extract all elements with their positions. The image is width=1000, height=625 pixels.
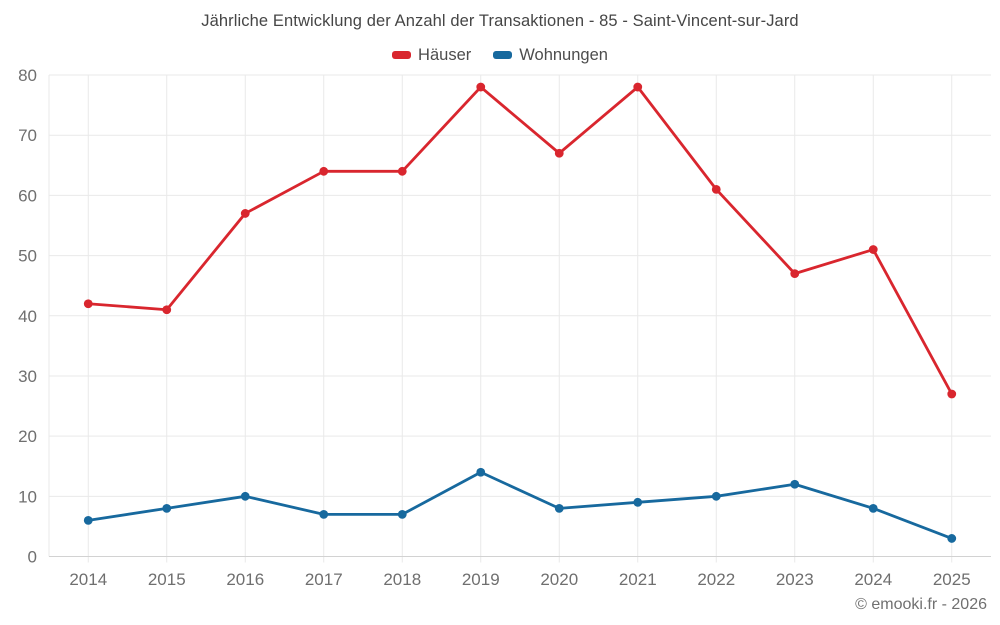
x-axis-tick-label: 2015 [148, 570, 186, 589]
x-axis-tick-label: 2020 [540, 570, 578, 589]
data-point[interactable] [633, 497, 643, 507]
x-axis-tick-label: 2017 [305, 570, 343, 589]
x-axis-tick-label: 2021 [619, 570, 657, 589]
data-point[interactable] [633, 82, 643, 92]
legend-label-haeuser: Häuser [418, 45, 472, 64]
y-axis-tick-label: 80 [18, 66, 37, 85]
x-axis-tick-label: 2025 [933, 570, 971, 589]
data-point[interactable] [947, 534, 957, 543]
data-point[interactable] [476, 82, 486, 92]
data-point[interactable] [319, 509, 329, 519]
haeuser-series-swatch-icon [392, 51, 412, 59]
x-axis-tick-label: 2023 [776, 570, 814, 589]
data-point[interactable] [790, 479, 800, 489]
data-point[interactable] [397, 509, 407, 519]
x-axis-tick-label: 2024 [854, 570, 892, 589]
legend-label-wohnungen: Wohnungen [519, 45, 608, 64]
x-axis-tick-label: 2019 [462, 570, 500, 589]
y-axis-tick-label: 70 [18, 126, 37, 145]
data-point[interactable] [711, 184, 721, 194]
data-point[interactable] [868, 245, 878, 254]
chart-title: Jährliche Entwicklung der Anzahl der Tra… [201, 12, 799, 30]
x-axis-tick-label: 2022 [697, 570, 735, 589]
data-point[interactable] [319, 166, 329, 176]
data-point[interactable] [162, 305, 172, 315]
data-point[interactable] [476, 467, 486, 477]
data-point[interactable] [554, 503, 564, 513]
data-point[interactable] [711, 491, 721, 501]
x-axis-tick-label: 2018 [383, 570, 421, 589]
y-axis-tick-label: 50 [18, 247, 37, 266]
data-point[interactable] [397, 166, 407, 176]
y-axis-tick-label: 20 [18, 427, 37, 446]
data-point[interactable] [554, 148, 564, 158]
data-point[interactable] [947, 389, 957, 399]
legend-item-wohnungen[interactable]: Wohnungen [493, 46, 608, 65]
y-axis-tick-label: 10 [18, 487, 37, 506]
series-line-haeuser [86, 85, 954, 396]
series-line-wohnungen [86, 470, 954, 540]
legend: Häuser Wohnungen [0, 45, 1000, 65]
data-point[interactable] [83, 299, 93, 309]
data-point[interactable] [868, 503, 878, 513]
y-axis-tick-label: 0 [28, 548, 37, 567]
data-point[interactable] [240, 491, 250, 501]
y-axis-tick-label: 60 [18, 186, 37, 205]
y-axis-tick-label: 40 [18, 307, 37, 326]
data-point[interactable] [790, 269, 800, 279]
x-axis-tick-label: 2014 [69, 570, 107, 589]
data-point[interactable] [162, 503, 172, 513]
copyright-text: © emooki.fr - 2026 [855, 596, 987, 613]
legend-item-haeuser[interactable]: Häuser [392, 46, 471, 65]
x-axis-tick-label: 2016 [226, 570, 264, 589]
data-point[interactable] [83, 515, 93, 525]
data-point[interactable] [240, 209, 250, 218]
y-axis-tick-label: 30 [18, 367, 37, 386]
wohnungen-series-swatch-icon [493, 51, 513, 59]
